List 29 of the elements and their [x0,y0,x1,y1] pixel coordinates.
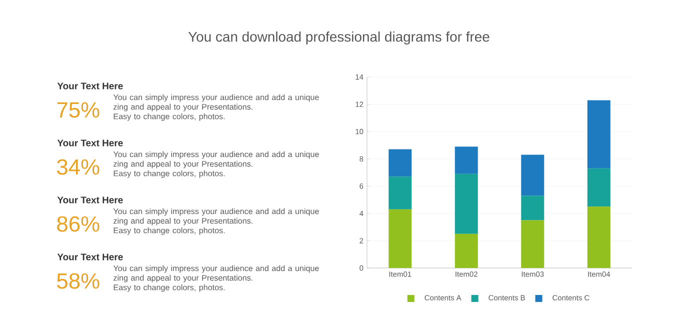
bar [521,196,544,220]
text: You can simply impress your audience and add a unique zing and appeal to your Presentations. [113,208,319,226]
bar [454,174,478,234]
text: Your Text Here [57,140,123,146]
bar [388,176,412,210]
bar [521,220,544,268]
text: Easy to change colors, photos. [114,113,225,121]
text: Your Text Here [57,196,123,204]
text: 34% [57,159,100,175]
bar [587,100,610,168]
text: Easy to change colors, photos. [114,284,225,292]
text: 86% [57,216,100,232]
bar [587,168,610,207]
text: 58% [57,273,100,289]
text: Your Text Here [57,82,123,90]
text: Your Text Here [57,254,123,260]
bar [521,154,544,196]
bar [454,234,478,268]
bar [454,146,478,174]
text: You can simply impress your audience and add a unique zing and appeal to your Presentations. [113,265,319,282]
text: 75% [57,102,100,118]
bar [388,149,412,177]
bar [587,206,610,268]
text: You can simply impress your audience and add a unique zing and appeal to your Presentations. [113,94,319,112]
bar [388,209,412,268]
text: You can simply impress your audience and add a unique zing and appeal to your Presentations. [113,151,319,168]
text: Easy to change colors, photos. [114,170,225,178]
text: Easy to change colors, photos. [114,227,225,235]
text: You can download professional diagrams for free [188,31,490,44]
